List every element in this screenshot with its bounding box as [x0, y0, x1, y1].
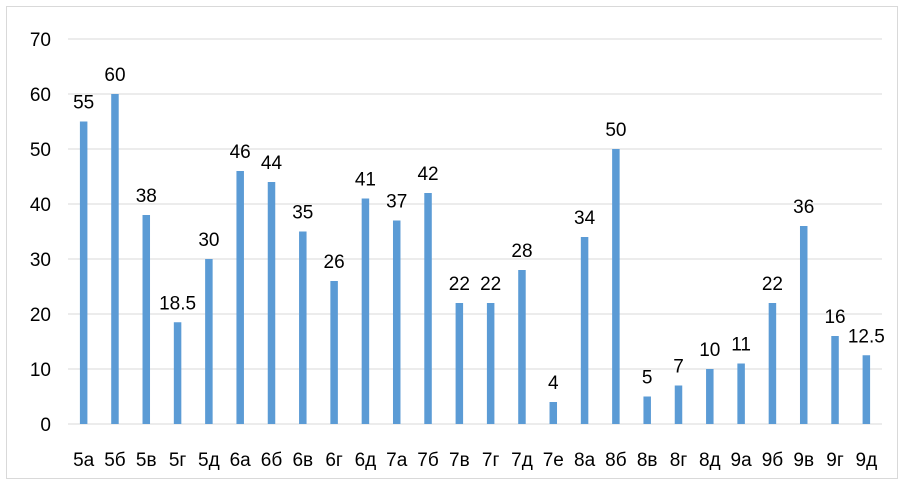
x-tick-label: 5а [73, 450, 95, 471]
data-label: 10 [699, 340, 720, 361]
x-tick-label: 7е [543, 450, 564, 471]
bar-9г [831, 336, 839, 424]
x-tick-label: 7а [386, 450, 408, 471]
bar-5д [205, 259, 213, 424]
data-label: 41 [355, 170, 376, 191]
x-tick-label: 6г [325, 450, 343, 471]
bar-6а [236, 171, 244, 424]
bar-5г [173, 322, 182, 424]
data-label: 36 [793, 197, 814, 218]
bar-5в [142, 215, 151, 424]
bar-5б [111, 94, 119, 424]
x-tick-label: 7д [511, 450, 533, 471]
bar-7а [392, 220, 401, 424]
bar-6г [330, 281, 338, 424]
x-tick-label: 8б [605, 450, 627, 471]
bar-9в [799, 226, 808, 424]
data-label: 28 [511, 241, 532, 262]
x-tick-label: 9а [731, 450, 753, 471]
y-tick-label: 70 [30, 30, 51, 51]
bar-9б [768, 303, 777, 424]
y-tick-label: 10 [30, 360, 51, 381]
data-label: 38 [136, 186, 157, 207]
bar-9д [862, 355, 871, 424]
bar-6б [267, 182, 276, 424]
y-tick-label: 40 [30, 195, 51, 216]
x-tick-label: 7г [482, 450, 500, 471]
bar-7г [486, 303, 495, 424]
bar-5а [79, 121, 88, 424]
x-tick-label: 9д [856, 450, 878, 471]
data-label: 22 [480, 274, 501, 295]
bar-7в [455, 303, 464, 424]
y-axis-ticks: 0 10 20 30 40 50 60 70 [30, 30, 51, 436]
bar-8г [674, 385, 683, 424]
bar-7б [424, 193, 432, 424]
x-tick-label: 5б [104, 450, 126, 471]
bar-6в [299, 231, 307, 424]
data-label: 7 [673, 357, 684, 378]
bar-6д [361, 198, 370, 424]
y-tick-label: 20 [30, 305, 51, 326]
data-label: 55 [73, 93, 94, 114]
bar-7е [549, 402, 558, 424]
y-tick-label: 0 [40, 415, 51, 436]
data-label: 5 [642, 368, 653, 389]
bar-8б [612, 149, 620, 424]
data-label: 37 [386, 192, 407, 213]
grid-lines [68, 38, 882, 425]
x-tick-label: 6в [292, 450, 313, 471]
bar-9а [737, 363, 745, 424]
data-label: 42 [417, 164, 438, 185]
y-tick-label: 60 [30, 85, 51, 106]
y-tick-label: 50 [30, 140, 51, 161]
data-label: 35 [292, 203, 313, 224]
x-tick-label: 6б [261, 450, 283, 471]
data-label: 34 [574, 208, 596, 229]
bars [79, 94, 871, 424]
data-label: 50 [605, 120, 626, 141]
data-label: 60 [104, 65, 125, 86]
data-label: 30 [198, 230, 219, 251]
data-label: 44 [261, 153, 283, 174]
x-tick-label: 6а [230, 450, 252, 471]
bar-8а [580, 237, 589, 424]
bar-8д [706, 369, 714, 424]
data-label: 16 [824, 307, 845, 328]
x-tick-label: 5в [136, 450, 157, 471]
data-label: 11 [731, 335, 751, 356]
data-label: 26 [324, 252, 345, 273]
x-tick-label: 5г [169, 450, 187, 471]
x-tick-label: 8д [699, 450, 721, 471]
x-tick-label: 5д [198, 450, 220, 471]
x-axis-labels: 5а 5б 5в 5г 5д 6а 6б 6в 6г 6д 7а 7б 7в 7г 7д 7е 8а 8б 8в 8г… [73, 450, 877, 471]
x-tick-label: 8в [637, 450, 658, 471]
x-tick-label: 7в [449, 450, 470, 471]
data-label: 22 [762, 274, 783, 295]
bar-8в [643, 396, 651, 424]
data-label: 4 [548, 373, 559, 394]
x-tick-label: 7б [417, 450, 439, 471]
data-label: 46 [230, 142, 251, 163]
y-tick-label: 30 [30, 250, 51, 271]
data-label: 22 [449, 274, 470, 295]
chart-frame [6, 6, 898, 479]
x-tick-label: 8г [670, 450, 688, 471]
data-label: 12.5 [848, 326, 885, 347]
x-tick-label: 8а [574, 450, 596, 471]
data-label: 18.5 [159, 293, 196, 314]
bar-7д [518, 270, 526, 424]
x-tick-label: 9в [793, 450, 814, 471]
x-tick-label: 6д [355, 450, 377, 471]
x-tick-label: 9г [826, 450, 844, 471]
x-tick-label: 9б [762, 450, 784, 471]
